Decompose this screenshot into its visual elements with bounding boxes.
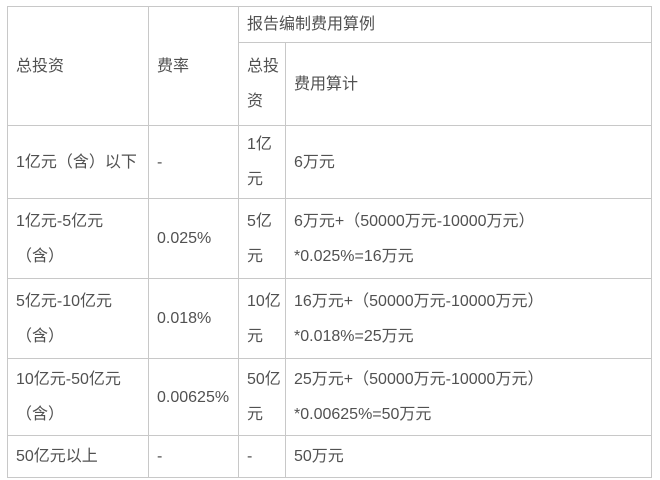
text-line: 10亿元-50亿元 bbox=[16, 371, 121, 388]
text-line: 50亿元以上 bbox=[16, 448, 98, 465]
text-line: 50万元 bbox=[294, 448, 344, 465]
text-line: 5亿 bbox=[247, 212, 272, 230]
fee-rate-table: 总投资 费率 报告编制费用算例 总投 资 费用算计 1亿元（含）以下 - 1亿 bbox=[7, 6, 653, 478]
cell-fee-calc: 6万元 bbox=[284, 125, 653, 199]
text-line: 1亿元（含）以下 bbox=[16, 153, 137, 171]
cell-rate: 0.018% bbox=[148, 278, 239, 359]
text-line: 16万元+（50000万元-10000万元） bbox=[294, 292, 544, 310]
text-line: （含） bbox=[16, 247, 65, 265]
cell-investment-range: 5亿元-10亿元 （含） bbox=[7, 278, 149, 359]
cell-fee-calc: 50万元 bbox=[284, 435, 653, 478]
cell-rate: 0.025% bbox=[148, 198, 239, 279]
cell-fee-calc: 16万元+（50000万元-10000万元） *0.018%=25万元 bbox=[284, 278, 653, 359]
header-row-top: 总投资 费率 报告编制费用算例 bbox=[7, 6, 653, 126]
text-line: 元 bbox=[247, 171, 264, 188]
cell-example-investment: 1亿 元 bbox=[238, 125, 286, 199]
text-line: （含） bbox=[16, 406, 65, 423]
cell-investment-range: 10亿元-50亿元 （含） bbox=[7, 358, 149, 436]
cell-example-investment: - bbox=[238, 435, 286, 478]
table-row: 1亿元（含）以下 - 1亿 元 6万元 bbox=[7, 125, 653, 199]
cell-investment-range: 1亿元（含）以下 bbox=[7, 125, 149, 199]
text-line: *0.018%=25万元 bbox=[294, 327, 414, 345]
text-line: - bbox=[247, 448, 253, 465]
text-line: 6万元 bbox=[294, 153, 335, 171]
text-line: 25万元+（50000万元-10000万元） bbox=[294, 371, 544, 388]
header-example-group: 报告编制费用算例 bbox=[237, 6, 653, 43]
text-line: 元 bbox=[247, 247, 264, 265]
cell-fee-calc: 6万元+（50000万元-10000万元） *0.025%=16万元 bbox=[284, 198, 653, 279]
cell-example-investment: 5亿 元 bbox=[238, 198, 286, 279]
cell-rate: - bbox=[148, 125, 239, 199]
text-line: *0.00625%=50万元 bbox=[294, 406, 432, 423]
text-line: *0.025%=16万元 bbox=[294, 247, 414, 265]
text-line: 元 bbox=[247, 406, 264, 423]
cell-rate: 0.00625% bbox=[148, 358, 239, 436]
table-row: 1亿元-5亿元 （含） 0.025% 5亿 元 6万元+（50000万元-100… bbox=[7, 198, 653, 279]
text-line: 1亿元-5亿元 bbox=[16, 212, 104, 230]
header-row-sub: 总投 资 费用算计 bbox=[8, 42, 653, 126]
text-line: 1亿 bbox=[247, 136, 272, 153]
cell-investment-range: 1亿元-5亿元 （含） bbox=[7, 198, 149, 279]
text-line: 5亿元-10亿元 bbox=[16, 292, 113, 310]
header-example-investment: 总投 资 bbox=[238, 42, 286, 126]
text-line: 元 bbox=[247, 327, 264, 345]
cell-example-investment: 50亿 元 bbox=[238, 358, 286, 436]
text-line: 资 bbox=[247, 93, 264, 110]
header-total-investment: 总投资 bbox=[7, 6, 149, 126]
table-row: 10亿元-50亿元 （含） 0.00625% 50亿 元 25万元+（50000… bbox=[7, 358, 653, 436]
text-line: 总投 bbox=[247, 58, 280, 75]
header-fee-calc: 费用算计 bbox=[284, 42, 653, 126]
table-row: 50亿元以上 - - 50万元 bbox=[7, 435, 653, 478]
cell-example-investment: 10亿 元 bbox=[238, 278, 286, 359]
cell-investment-range: 50亿元以上 bbox=[7, 435, 149, 478]
text-line: （含） bbox=[16, 327, 65, 345]
cell-fee-calc: 25万元+（50000万元-10000万元） *0.00625%=50万元 bbox=[284, 358, 653, 436]
text-line: 6万元+（50000万元-10000万元） bbox=[294, 212, 535, 230]
table-row: 5亿元-10亿元 （含） 0.018% 10亿 元 16万元+（50000万元-… bbox=[7, 278, 653, 359]
text-line: 10亿 bbox=[247, 292, 281, 310]
text-line: 50亿 bbox=[247, 371, 281, 388]
cell-rate: - bbox=[148, 435, 239, 478]
header-rate: 费率 bbox=[148, 6, 239, 126]
